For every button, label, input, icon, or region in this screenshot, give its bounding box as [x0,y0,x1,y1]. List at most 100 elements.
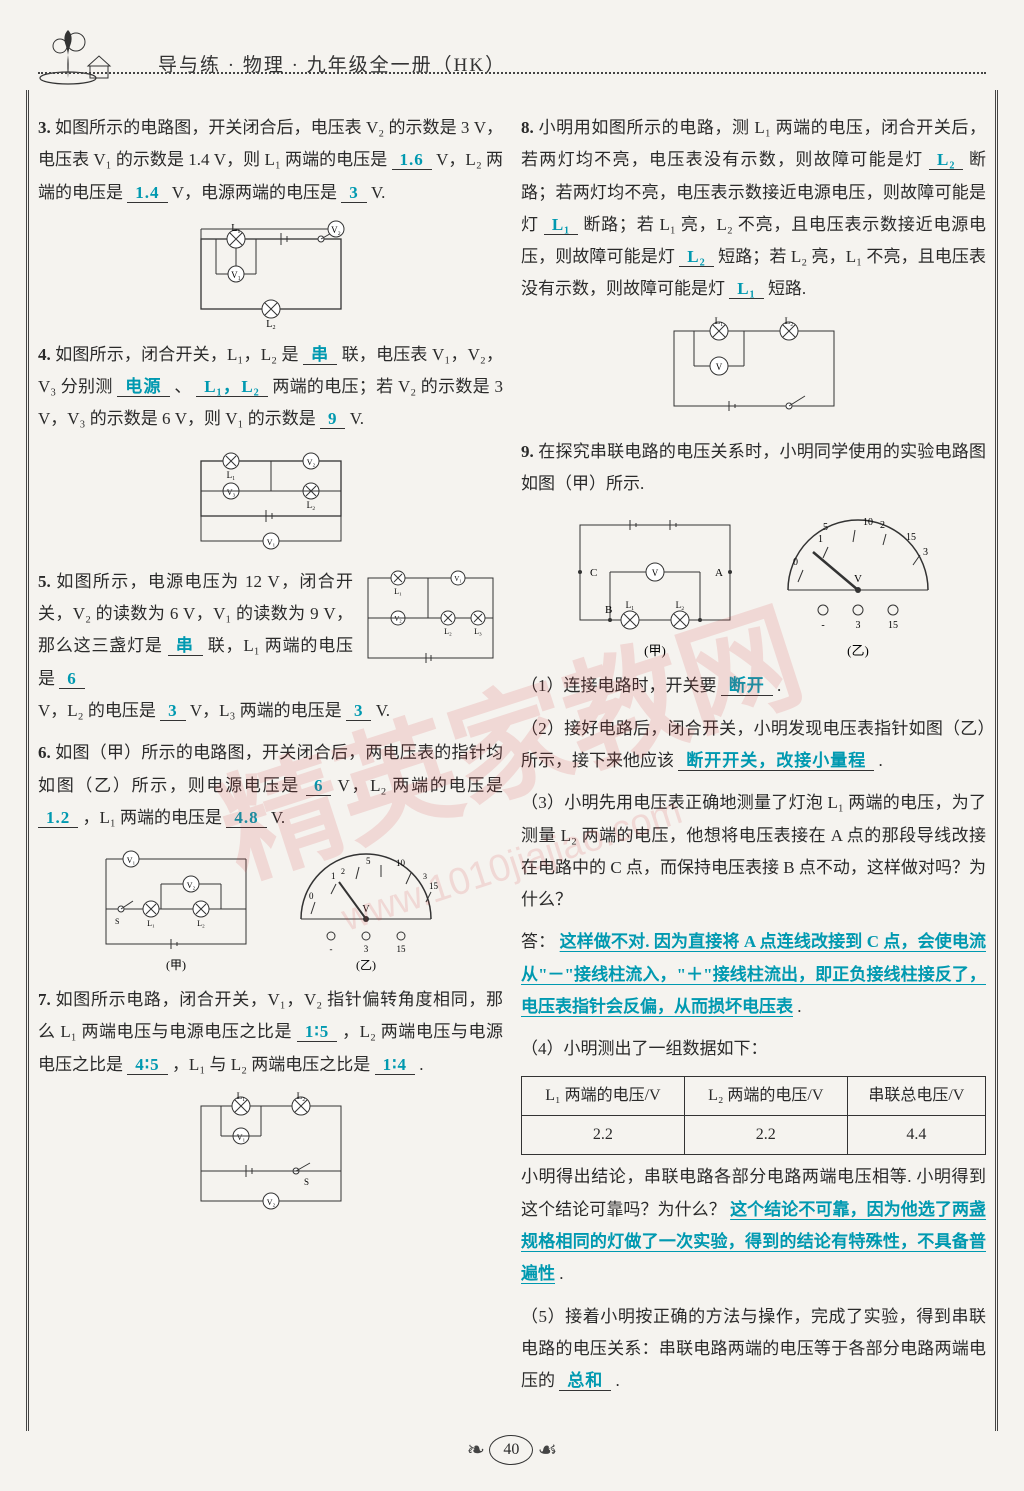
svg-text:V₂: V₂ [394,615,402,623]
svg-text:V: V [715,362,722,372]
svg-text:L₂: L₂ [266,319,276,329]
svg-text:3: 3 [923,547,928,558]
q4-ans4: 9 [320,409,346,429]
q3-ans3: 3 [341,183,367,203]
svg-text:S: S [304,1177,309,1187]
left-border [26,90,29,1431]
q4-text-c: 、 [174,377,191,396]
content-columns: 3. 如图所示的电路图，开关闭合后，电压表 V₂ 的示数是 3 V，电压表 V₁… [38,112,986,1408]
svg-text:15: 15 [396,944,406,954]
q3-ans1: 1.6 [392,150,432,170]
svg-text:-: - [821,620,824,631]
svg-text:3: 3 [363,944,368,954]
q6-ans2: 1.2 [38,808,78,828]
q5-ans3: 3 [160,701,186,721]
question-8: 8. 小明用如图所示的电路，测 L₁ 两端的电压，闭合开关后，若两灯均不亮，电压… [521,112,986,306]
q9-part3-answer: 答： 这样做不对. 因为直接将 A 点连线改接到 C 点，会使电流从"－"接线柱… [521,926,986,1023]
svg-text:V₂: V₂ [186,881,195,890]
q7-text-d: . [419,1055,423,1074]
svg-text:V₁: V₁ [266,538,275,547]
q9-p1-a: （1）连接电路时，开关要 [521,676,717,695]
svg-text:L₂: L₂ [444,627,452,636]
question-9: 9. 在探究串联电路的电压关系时，小明同学使用的实验电路图如图（甲）所示. [521,436,986,501]
q6-ans1: 6 [306,776,332,796]
page-number: 40 [489,1435,533,1465]
svg-text:0: 0 [309,891,314,901]
svg-text:L₁: L₁ [714,316,723,326]
q8-ans4: L₁ [729,279,763,299]
svg-text:L₁: L₁ [236,1091,245,1101]
q4-ans2: 电源 [117,377,170,397]
q7-diagram: L₁ L₂ V₁ S V₂ [38,1091,503,1221]
table-h3: 串联总电压/V [847,1076,985,1115]
q9-p3-b: . [797,997,801,1016]
svg-text:10: 10 [863,517,873,528]
q8-diagram: L₁ L₂ V [521,316,986,426]
svg-text:L₂: L₂ [296,1091,305,1101]
table-data-row: 2.2 2.2 4.4 [522,1116,986,1155]
svg-text:15: 15 [888,620,898,631]
q4-text-e: V. [350,409,364,428]
q9-p3-pref: 答： [521,932,555,951]
header-divider [38,72,986,74]
svg-text:3: 3 [423,872,427,881]
q9-data-table: L₁ 两端的电压/V L₂ 两端的电压/V 串联总电压/V 2.2 2.2 4.… [521,1076,986,1156]
q6-text-b: V，L₂ 两端的电压是 [337,776,503,795]
q9-p1-b: . [777,676,781,695]
page-footer: ❧ 40 ☙ [0,1429,1024,1471]
q4-ans3: L₁，L₂ [196,377,267,397]
svg-text:1: 1 [818,534,823,545]
q9-number: 9. [521,442,534,461]
svg-text:L₂: L₂ [675,600,684,610]
svg-text:1: 1 [331,871,336,881]
q9-part3: （3）小明先用电压表正确地测量了灯泡 L₁ 两端的电压，为了测量 L₂ 两端的电… [521,787,986,916]
logo-icon [38,28,128,88]
svg-text:V₂: V₂ [331,225,341,235]
q9-p2-ans: 断开开关，改接小量程 [678,751,874,771]
q9-p5-ans: 总和 [559,1371,611,1391]
left-column: 3. 如图所示的电路图，开关闭合后，电压表 V₂ 的示数是 3 V，电压表 V₁… [38,112,503,1408]
svg-text:V₁: V₁ [236,1133,245,1142]
svg-text:L₂: L₂ [784,316,793,326]
question-3: 3. 如图所示的电路图，开关闭合后，电压表 V₂ 的示数是 3 V，电压表 V₁… [38,112,503,209]
table-header-row: L₁ 两端的电压/V L₂ 两端的电压/V 串联总电压/V [522,1076,986,1115]
q7-ans1: 1∶5 [297,1022,337,1042]
right-border [995,90,998,1431]
q9-p1-ans: 断开 [721,676,773,696]
svg-text:L₁: L₁ [625,600,634,610]
q9-part4: （4）小明测出了一组数据如下： [521,1033,986,1065]
q5-text-c: V，L₂ 的电压是 [38,701,156,720]
q9-p4-a: （4）小明测出了一组数据如下： [521,1039,768,1058]
svg-text:V₁: V₁ [231,270,241,280]
table-c2: 2.2 [684,1116,847,1155]
table-c3: 4.4 [847,1116,985,1155]
q3-text-a: 如图所示的电路图，开关闭合后，电压表 V₂ 的示数是 3 V，电压表 V₁ 的示… [38,118,503,169]
table-h1: L₁ 两端的电压/V [522,1076,685,1115]
q6-diagram: V₁ V₂ S L₁ L₂ (甲) [38,844,503,974]
svg-text:B: B [605,604,612,616]
q8-text-a: 小明用如图所示的电路，测 L₁ 两端的电压，闭合开关后，若两灯均不亮，电压表没有… [521,118,986,169]
svg-text:5: 5 [823,522,828,533]
q9-p5-b: . [616,1371,620,1390]
q9-intro: 在探究串联电路的电压关系时，小明同学使用的实验电路图如图（甲）所示. [521,442,986,493]
q8-ans1: L₂ [929,150,963,170]
svg-text:L₁: L₁ [226,470,235,480]
q9-p3-a: （3）小明先用电压表正确地测量了灯泡 L₁ 两端的电压，为了测量 L₂ 两端的电… [521,793,986,909]
svg-text:(甲): (甲) [166,958,186,972]
svg-text:V₃: V₃ [226,488,235,497]
svg-text:L₂: L₂ [197,919,205,928]
page-header: 导与练 · 物理 · 九年级全一册（HK） [38,28,986,100]
svg-text:2: 2 [880,520,885,531]
svg-text:L₃: L₃ [474,627,482,636]
svg-text:C: C [590,567,597,579]
q6-text-c: ，L₁ 两端的电压是 [83,808,223,827]
header-title: 导与练 · 物理 · 九年级全一册（HK） [158,48,506,84]
svg-text:(甲): (甲) [644,643,666,658]
q5-ans4: 3 [346,701,372,721]
q5-diagram: L₁ V₁ V₂ L₂ L₃ [358,568,503,679]
svg-text:15: 15 [429,881,439,891]
svg-text:V: V [651,568,658,578]
svg-text:5: 5 [366,856,371,866]
svg-text:10: 10 [396,858,406,868]
q8-ans3: L₂ [679,247,713,267]
